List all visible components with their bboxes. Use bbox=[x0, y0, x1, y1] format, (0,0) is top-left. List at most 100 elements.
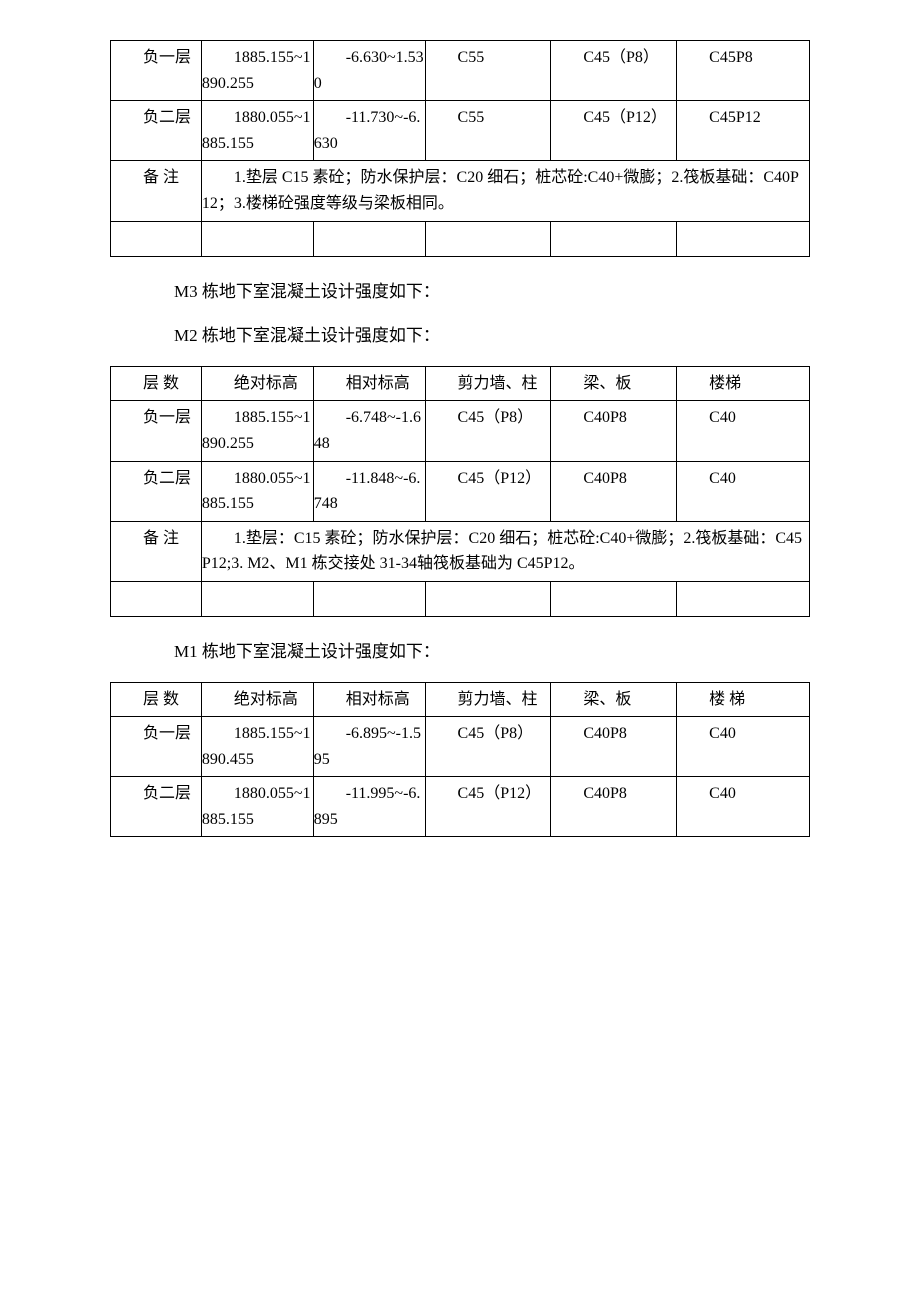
caption-m1: M1 栋地下室混凝土设计强度如下： bbox=[140, 637, 810, 668]
cell-layer: 负二层 bbox=[111, 777, 202, 837]
blank-cell bbox=[201, 221, 313, 256]
col-layer: 层 数 bbox=[111, 366, 202, 401]
cell-text: 梁、板 bbox=[551, 371, 676, 397]
cell-beam: C45（P8） bbox=[551, 41, 677, 101]
cell-layer: 负一层 bbox=[111, 717, 202, 777]
cell-beam: C40P8 bbox=[551, 401, 677, 461]
cell-text: C40P8 bbox=[551, 781, 676, 807]
col-rel: 相对标高 bbox=[313, 366, 425, 401]
cell-text: 1.垫层 C15 素砼；防水保护层：C20 细石；桩芯砼:C40+微膨；2.筏板… bbox=[202, 165, 809, 216]
cell-stair: C40 bbox=[677, 777, 810, 837]
cell-text: 负一层 bbox=[111, 721, 201, 747]
cell-shear: C45（P8） bbox=[425, 401, 551, 461]
cell-text: 剪力墙、柱 bbox=[426, 687, 551, 713]
cell-text: 剪力墙、柱 bbox=[426, 371, 551, 397]
cell-abs: 1880.055~1885.155 bbox=[201, 101, 313, 161]
blank-cell bbox=[201, 581, 313, 616]
cell-layer: 负一层 bbox=[111, 401, 202, 461]
cell-text: -11.730~-6.630 bbox=[314, 105, 425, 156]
cell-text: C45（P12） bbox=[551, 105, 676, 131]
cell-shear: C55 bbox=[425, 101, 551, 161]
cell-text: C40 bbox=[677, 781, 809, 807]
cell-abs: 1880.055~1885.155 bbox=[201, 461, 313, 521]
cell-text: C45（P12） bbox=[426, 466, 551, 492]
cell-abs: 1885.155~1890.255 bbox=[201, 41, 313, 101]
cell-text: 1880.055~1885.155 bbox=[202, 781, 313, 832]
cell-beam: C40P8 bbox=[551, 777, 677, 837]
cell-abs: 1885.155~1890.255 bbox=[201, 401, 313, 461]
blank-cell bbox=[111, 581, 202, 616]
cell-text: 1885.155~1890.455 bbox=[202, 721, 313, 772]
table-header-row: 层 数 绝对标高 相对标高 剪力墙、柱 梁、板 楼梯 bbox=[111, 366, 810, 401]
cell-text: -11.848~-6.748 bbox=[314, 466, 425, 517]
cell-text: 绝对标高 bbox=[202, 687, 313, 713]
cell-stair: C40 bbox=[677, 461, 810, 521]
cell-text: -11.995~-6.895 bbox=[314, 781, 425, 832]
cell-text: C40P8 bbox=[551, 721, 676, 747]
table-row: 负二层 1880.055~1885.155 -11.730~-6.630 C55… bbox=[111, 101, 810, 161]
cell-beam: C40P8 bbox=[551, 461, 677, 521]
cell-text: 负二层 bbox=[111, 466, 201, 492]
table-m2: 层 数 绝对标高 相对标高 剪力墙、柱 梁、板 楼梯 负一层 1885.155~… bbox=[110, 366, 810, 617]
cell-text: -6.895~-1.595 bbox=[314, 721, 425, 772]
col-rel: 相对标高 bbox=[313, 682, 425, 717]
cell-note: 1.垫层：C15 素砼；防水保护层：C20 细石；桩芯砼:C40+微膨；2.筏板… bbox=[201, 521, 809, 581]
cell-text: 备 注 bbox=[111, 165, 201, 191]
cell-text: C40 bbox=[677, 721, 809, 747]
table-row: 负一层 1885.155~1890.255 -6.630~1.530 C55 C… bbox=[111, 41, 810, 101]
cell-abs: 1880.055~1885.155 bbox=[201, 777, 313, 837]
cell-text: C45（P8） bbox=[426, 721, 551, 747]
cell-text: 负一层 bbox=[111, 45, 201, 71]
cell-text: C40 bbox=[677, 405, 809, 431]
cell-text: 负二层 bbox=[111, 781, 201, 807]
blank-cell bbox=[313, 581, 425, 616]
blank-cell bbox=[551, 581, 677, 616]
cell-rel: -6.630~1.530 bbox=[313, 41, 425, 101]
cell-layer: 负二层 bbox=[111, 101, 202, 161]
cell-text: 层 数 bbox=[111, 371, 201, 397]
cell-text: C40P8 bbox=[551, 405, 676, 431]
cell-shear: C45（P12） bbox=[425, 777, 551, 837]
table-row: 负二层 1880.055~1885.155 -11.995~-6.895 C45… bbox=[111, 777, 810, 837]
cell-stair: C40 bbox=[677, 717, 810, 777]
cell-note: 1.垫层 C15 素砼；防水保护层：C20 细石；桩芯砼:C40+微膨；2.筏板… bbox=[201, 161, 809, 221]
col-stair: 楼梯 bbox=[677, 366, 810, 401]
cell-rel: -11.730~-6.630 bbox=[313, 101, 425, 161]
blank-cell bbox=[111, 221, 202, 256]
cell-text: C40P8 bbox=[551, 466, 676, 492]
table-note-row: 备 注 1.垫层 C15 素砼；防水保护层：C20 细石；桩芯砼:C40+微膨；… bbox=[111, 161, 810, 221]
blank-cell bbox=[677, 581, 810, 616]
cell-layer: 负一层 bbox=[111, 41, 202, 101]
cell-text: C45P8 bbox=[677, 45, 809, 71]
cell-text: C55 bbox=[426, 105, 551, 131]
cell-text: 楼梯 bbox=[677, 371, 809, 397]
table-m1: 层 数 绝对标高 相对标高 剪力墙、柱 梁、板 楼 梯 负一层 1885.155… bbox=[110, 682, 810, 838]
cell-text: C45（P8） bbox=[551, 45, 676, 71]
blank-cell bbox=[677, 221, 810, 256]
table-row: 负一层 1885.155~1890.255 -6.748~-1.648 C45（… bbox=[111, 401, 810, 461]
cell-shear: C55 bbox=[425, 41, 551, 101]
cell-text: 1.垫层：C15 素砼；防水保护层：C20 细石；桩芯砼:C40+微膨；2.筏板… bbox=[202, 526, 809, 577]
table-note-row: 备 注 1.垫层：C15 素砼；防水保护层：C20 细石；桩芯砼:C40+微膨；… bbox=[111, 521, 810, 581]
cell-text: 1880.055~1885.155 bbox=[202, 466, 313, 517]
cell-note-label: 备 注 bbox=[111, 521, 202, 581]
cell-text: C45（P12） bbox=[426, 781, 551, 807]
document-page: 负一层 1885.155~1890.255 -6.630~1.530 C55 C… bbox=[0, 0, 920, 897]
col-shear: 剪力墙、柱 bbox=[425, 682, 551, 717]
caption-m2: M2 栋地下室混凝土设计强度如下： bbox=[140, 321, 810, 352]
cell-rel: -6.895~-1.595 bbox=[313, 717, 425, 777]
table-row: 负二层 1880.055~1885.155 -11.848~-6.748 C45… bbox=[111, 461, 810, 521]
cell-text: C40 bbox=[677, 466, 809, 492]
blank-cell bbox=[313, 221, 425, 256]
cell-layer: 负二层 bbox=[111, 461, 202, 521]
col-beam: 梁、板 bbox=[551, 366, 677, 401]
caption-m3: M3 栋地下室混凝土设计强度如下： bbox=[140, 277, 810, 308]
cell-beam: C40P8 bbox=[551, 717, 677, 777]
cell-text: 梁、板 bbox=[551, 687, 676, 713]
cell-text: 负二层 bbox=[111, 105, 201, 131]
cell-text: 绝对标高 bbox=[202, 371, 313, 397]
col-layer: 层 数 bbox=[111, 682, 202, 717]
cell-abs: 1885.155~1890.455 bbox=[201, 717, 313, 777]
cell-shear: C45（P12） bbox=[425, 461, 551, 521]
cell-stair: C45P12 bbox=[677, 101, 810, 161]
